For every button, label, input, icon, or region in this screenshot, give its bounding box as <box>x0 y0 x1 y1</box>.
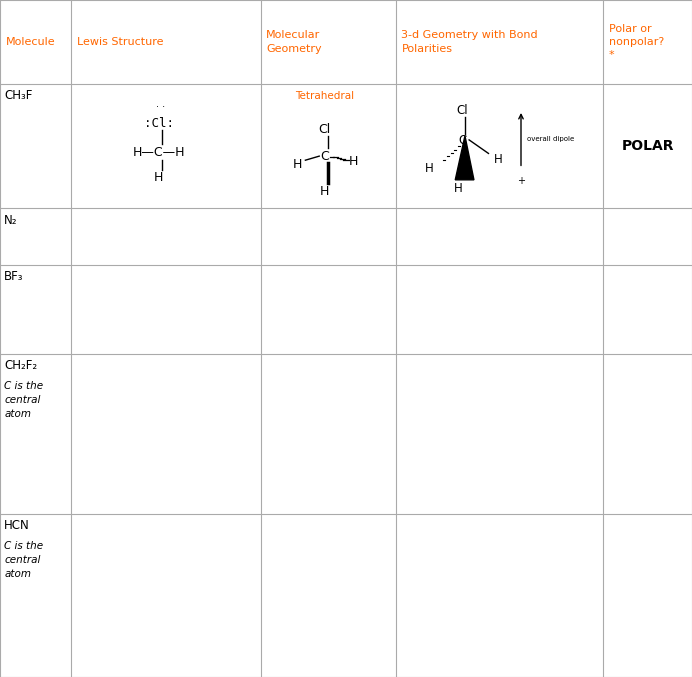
Text: H: H <box>349 155 358 168</box>
Text: H: H <box>154 171 163 184</box>
Text: CH₃F: CH₃F <box>4 89 33 102</box>
Text: H: H <box>320 185 329 198</box>
Text: C: C <box>458 134 466 147</box>
Text: Lewis Structure: Lewis Structure <box>77 37 163 47</box>
Text: H: H <box>494 153 502 166</box>
Text: Molecular
Geometry: Molecular Geometry <box>266 30 322 53</box>
Text: Molecule: Molecule <box>6 37 55 47</box>
Text: N₂: N₂ <box>4 213 18 227</box>
Text: C is the
central
atom: C is the central atom <box>4 381 44 419</box>
Text: overall dipole: overall dipole <box>527 136 574 142</box>
Text: CH₂F₂: CH₂F₂ <box>4 359 37 372</box>
Text: H: H <box>293 158 302 171</box>
Text: 3-d Geometry with Bond
Polarities: 3-d Geometry with Bond Polarities <box>401 30 538 53</box>
Text: Tetrahedral: Tetrahedral <box>295 91 354 101</box>
Text: H—C—H: H—C—H <box>133 146 185 159</box>
Text: BF₃: BF₃ <box>4 270 24 284</box>
Text: H: H <box>455 182 463 195</box>
Text: C: C <box>320 150 329 162</box>
Text: Polar or
nonpolar?
*: Polar or nonpolar? * <box>609 24 664 60</box>
Text: HCN: HCN <box>4 519 30 532</box>
Text: H: H <box>425 162 433 175</box>
Text: +: + <box>517 177 525 186</box>
Polygon shape <box>455 136 474 180</box>
Text: :Cl:: :Cl: <box>144 117 174 130</box>
Text: Cl: Cl <box>456 104 468 116</box>
Text: POLAR: POLAR <box>621 139 674 153</box>
Text: · ·: · · <box>156 102 165 112</box>
Text: Cl: Cl <box>318 123 331 135</box>
Text: C is the
central
atom: C is the central atom <box>4 541 44 579</box>
